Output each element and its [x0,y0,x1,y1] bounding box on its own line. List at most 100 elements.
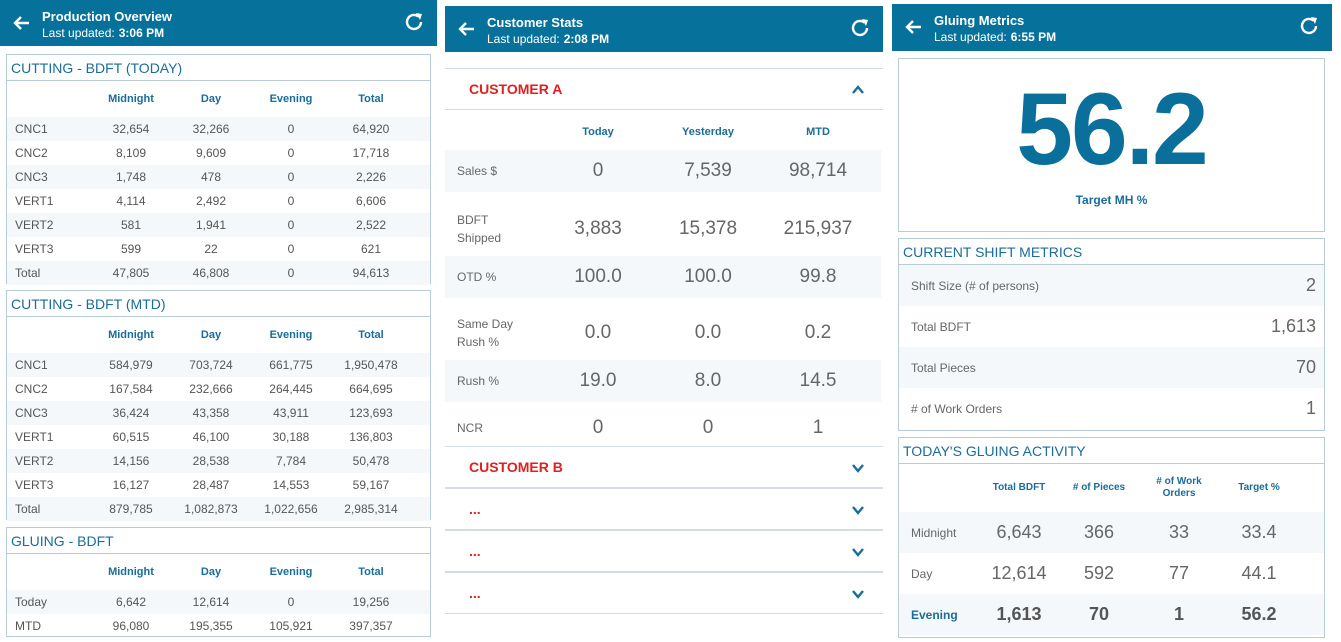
table-row: CNC1 584,979 703,724 661,775 1,950,478 [7,353,430,377]
table-row: Today 6,642 12,614 0 19,256 [7,590,430,614]
stat-row: BDFT Shipped 3,883 15,378 215,937 [445,202,881,256]
table-body: CNC1 32,654 32,266 0 64,920 CNC2 8,109 9,609 0 17… [7,117,430,285]
table-body: Midnight 6,643 366 33 33.4 Day 12,614 592 77 44.1… [899,512,1324,635]
cell-value: 123,693 [349,406,393,420]
cell-value: 28,538 [192,454,230,468]
metric-label: Total Pieces [911,360,976,375]
customer-table-header: Today Yesterday MTD [445,114,883,150]
col-header: Day [200,566,222,578]
metric-value: 2 [1305,275,1316,295]
stat-label: BDFT Shipped [445,211,543,247]
back-arrow-icon[interactable] [904,17,924,37]
cell-value: 0 [287,242,295,256]
cell-value: 8,109 [115,146,147,160]
table-header: Total BDFT # of Pieces # of Work Orders … [899,464,1324,512]
cell-value: 581 [120,218,142,232]
cell-value: 47,805 [112,266,150,280]
cell-value: 397,357 [349,619,393,633]
row-label: CNC2 [15,382,48,396]
metric-label: Total BDFT [911,319,972,334]
table-row: CNC3 36,424 43,358 43,911 123,693 [7,401,430,425]
stat-label: Same Day Rush % [445,315,543,351]
stat-label-line: Sales $ [457,164,498,178]
table-row: Total 879,785 1,082,873 1,022,656 2,985,314 [7,497,430,521]
stat-value: 0 [592,160,604,181]
stat-row: Rush % 19.0 8.0 14.5 [445,360,881,402]
back-arrow-icon[interactable] [12,13,32,33]
cell-value: 60,515 [112,430,150,444]
cell-value: 32,654 [112,122,150,136]
cell-value: 1,748 [115,170,147,184]
gluing-metrics-panel: Gluing Metrics Last updated: 6:55 PM 56.2… [892,4,1332,642]
metric-value: 1 [1305,398,1316,418]
refresh-icon[interactable] [849,17,871,39]
cell-value: 1,941 [195,218,227,232]
customer-collapsed-row[interactable]: ... [445,488,883,530]
cell-value: 32,266 [192,122,230,136]
stat-value: 0.2 [804,322,832,343]
chevron-down-icon[interactable] [851,461,865,475]
cell-value: 167,584 [109,382,153,396]
customer-b-header[interactable]: CUSTOMER B [445,446,883,488]
stat-label-line: Same Day [457,317,514,331]
table-row: VERT2 14,156 28,538 7,784 50,478 [7,449,430,473]
customer-appbar: Customer Stats Last updated: 2:08 PM [445,6,883,52]
target-mh-card: 56.2 Target MH % [898,58,1325,232]
chevron-up-icon[interactable] [851,83,865,97]
gluing-appbar: Gluing Metrics Last updated: 6:55 PM [892,4,1332,51]
cell-value: 599 [120,242,142,256]
table-header: Midnight Day Evening Total [7,554,430,590]
stat-row: NCR 0 0 1 [445,410,881,446]
col-header: Total BDFT [992,482,1046,493]
chevron-down-icon[interactable] [851,545,865,559]
table-row: VERT1 4,114 2,492 0 6,606 [7,189,430,213]
stat-value: 19.0 [579,370,617,391]
cell-value: 77 [1168,563,1190,583]
page-title: Gluing Metrics [934,13,1025,28]
row-label: Day [911,566,933,581]
cell-value: 0 [287,170,295,184]
cell-value: 584,979 [109,358,153,372]
col-header: Midnight [108,566,154,578]
row-label: VERT1 [15,430,54,444]
stat-label: OTD % [445,268,543,286]
stat-label: Rush % [445,372,543,390]
stat-label-line: Shipped [457,231,502,245]
metric-value: 1,613 [1270,316,1316,336]
cell-value: 44.1 [1241,563,1277,583]
cell-value: 6,606 [355,194,387,208]
col-header: Total [358,329,384,341]
shift-metric-row: Total BDFT 1,613 [899,306,1324,347]
col-header: MTD [806,126,830,138]
cell-value: 46,100 [192,430,230,444]
customer-name-placeholder: ... [469,501,481,517]
stat-row: Sales $ 0 7,539 98,714 [445,150,881,192]
row-label: MTD [15,619,41,633]
activity-row: Evening 1,613 70 1 56.2 [899,594,1324,635]
customer-collapsed-row[interactable]: ... [445,572,883,614]
refresh-icon[interactable] [1298,15,1320,37]
row-label: VERT2 [15,454,54,468]
cell-value: 136,803 [349,430,393,444]
cell-value: 64,920 [352,122,390,136]
cell-value: 0 [287,218,295,232]
cell-value: 621 [360,242,382,256]
col-header: # of Work Orders [1156,476,1202,499]
stat-label-line: Rush % [457,335,500,349]
stat-value: 0 [592,417,604,438]
refresh-icon[interactable] [403,11,425,33]
customer-collapsed-row[interactable]: ... [445,530,883,572]
metric-value: 70 [1295,357,1316,377]
back-arrow-icon[interactable] [457,19,477,39]
col-header: Today [582,126,614,138]
customer-a-header[interactable]: CUSTOMER A [445,68,883,110]
col-header: # of Pieces [1072,482,1126,493]
chevron-down-icon[interactable] [851,503,865,517]
cutting-today-card: CUTTING - BDFT (TODAY) Midnight Day Even… [6,54,431,285]
stat-value: 15,378 [678,218,738,239]
table-row: VERT3 16,127 28,487 14,553 59,167 [7,473,430,497]
cell-value: 478 [200,170,222,184]
row-label: VERT2 [15,218,54,232]
col-header: Evening [269,566,313,578]
chevron-down-icon[interactable] [851,587,865,601]
